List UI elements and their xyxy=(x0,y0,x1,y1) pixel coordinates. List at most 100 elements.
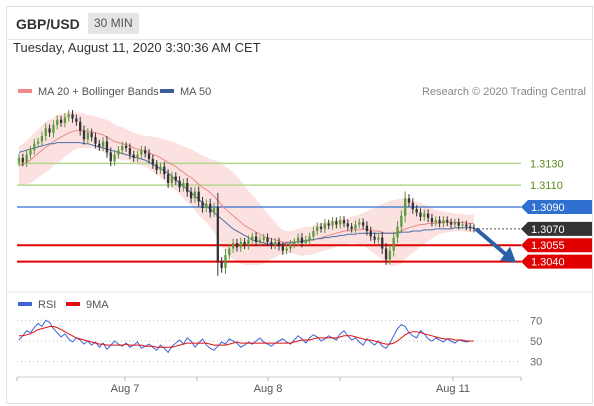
candle-body xyxy=(209,203,212,213)
rsi-lines xyxy=(18,319,474,354)
candle xyxy=(201,196,204,213)
candle-body xyxy=(239,241,242,248)
candle-body xyxy=(216,207,219,262)
ma50-legend-swatch xyxy=(160,89,174,93)
candle-body xyxy=(285,248,288,251)
candle xyxy=(438,216,441,228)
candle-body xyxy=(323,223,327,229)
candle-body xyxy=(33,143,36,151)
candle xyxy=(388,245,392,265)
candle-body xyxy=(56,119,59,126)
forecast-arrow-shaft xyxy=(474,227,508,257)
candle-body xyxy=(132,154,135,158)
price-levels xyxy=(17,162,521,263)
level-1-3090-label: 1.3090 xyxy=(531,202,565,214)
candle-body xyxy=(316,226,319,232)
candle xyxy=(109,147,112,167)
level-1-3055-label: 1.3055 xyxy=(531,240,565,252)
candle-body xyxy=(381,237,384,249)
candle-body xyxy=(262,237,265,240)
candle-body xyxy=(67,114,70,118)
candle xyxy=(251,232,254,244)
candle-body xyxy=(86,132,89,140)
candle xyxy=(79,116,82,136)
candle-body xyxy=(166,174,170,183)
candle xyxy=(44,123,47,141)
candle xyxy=(174,172,177,185)
candle-body xyxy=(48,128,51,133)
candle xyxy=(350,222,353,233)
candle xyxy=(212,202,216,217)
candle xyxy=(136,150,139,162)
candle-body xyxy=(59,119,63,123)
candle xyxy=(170,171,174,188)
candle-body xyxy=(71,114,74,119)
candle-body xyxy=(109,152,112,162)
candle-body xyxy=(235,243,239,248)
candle xyxy=(396,221,399,244)
candle-body xyxy=(361,222,365,226)
candle-body xyxy=(182,182,185,188)
candle-body xyxy=(98,143,101,147)
candle-body xyxy=(224,255,227,269)
candle xyxy=(56,115,59,130)
candle-body xyxy=(415,209,418,213)
x-tick-aug-11: Aug 11 xyxy=(436,377,470,395)
rsi-tick-30: 30 xyxy=(530,357,542,369)
candle-body xyxy=(136,154,139,158)
candle-body xyxy=(289,244,292,249)
candle-body xyxy=(155,164,158,170)
candle-body xyxy=(308,236,311,240)
candle xyxy=(239,237,242,252)
rsi-line xyxy=(18,319,474,354)
rsi-tick-70: 70 xyxy=(530,315,542,327)
level-1-3070-label: 1.3070 xyxy=(531,224,565,236)
candle xyxy=(163,161,166,180)
candle-body xyxy=(430,217,434,223)
candle-body xyxy=(144,150,147,154)
candle xyxy=(361,218,365,230)
candle-body xyxy=(293,241,296,245)
candle xyxy=(365,221,369,236)
candle xyxy=(40,131,44,146)
candle-body xyxy=(201,201,204,209)
rsi-legend-label: RSI xyxy=(38,299,56,311)
candle xyxy=(17,153,21,167)
candle-body xyxy=(79,121,82,131)
candle-body xyxy=(266,237,269,242)
candle xyxy=(304,235,307,247)
candle-body xyxy=(140,150,143,155)
candle xyxy=(392,231,395,257)
candle-body xyxy=(396,226,399,238)
candle-body xyxy=(369,231,372,237)
candle xyxy=(449,218,453,229)
chart-header: GBP/USD 30 MIN xyxy=(7,7,592,40)
rsi-legend: RSI 9MA xyxy=(18,299,109,311)
candle-body xyxy=(29,150,32,155)
candle xyxy=(151,154,154,169)
candle-body xyxy=(113,154,116,162)
candle xyxy=(140,146,143,159)
candle-body xyxy=(174,176,177,181)
candle xyxy=(407,194,411,207)
candle xyxy=(419,208,422,221)
candle-body xyxy=(442,220,445,224)
rsi-legend-swatch xyxy=(18,302,32,306)
x-axis: Aug 7 Aug 8 Aug 11 xyxy=(16,377,522,395)
candle xyxy=(377,233,380,244)
candle-body xyxy=(331,221,334,226)
candle xyxy=(128,143,132,160)
candle xyxy=(312,226,315,241)
timeframe-badge[interactable]: 30 MIN xyxy=(88,13,139,34)
candle-body xyxy=(426,213,430,218)
candle xyxy=(373,232,376,244)
candle xyxy=(319,222,323,233)
candle xyxy=(327,219,330,230)
rsi-grid: 70 50 30 xyxy=(17,315,542,369)
candle-body xyxy=(270,241,273,246)
candle-body xyxy=(212,207,216,213)
candle xyxy=(209,198,212,218)
candle xyxy=(216,192,219,276)
candle-body xyxy=(52,125,55,133)
candle xyxy=(423,209,426,221)
